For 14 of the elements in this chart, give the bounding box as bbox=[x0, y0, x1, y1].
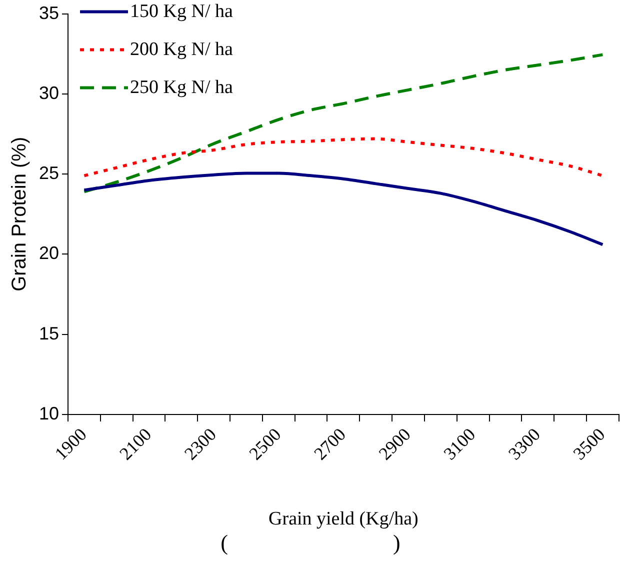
y-axis-title: Grain Protein (%) bbox=[8, 136, 31, 292]
x-axis-title: Grain yield (Kg/ha) bbox=[268, 508, 418, 530]
y-tick-label: 30 bbox=[38, 82, 60, 103]
line-series bbox=[82, 137, 604, 178]
legend-label: 250 Kg N/ ha bbox=[130, 76, 234, 98]
y-tick-label: 35 bbox=[38, 2, 60, 23]
y-tick-label: 10 bbox=[38, 403, 60, 424]
y-tick-label: 20 bbox=[38, 243, 60, 264]
y-tick-label: 25 bbox=[38, 163, 60, 184]
y-tick-label: 15 bbox=[38, 323, 60, 344]
line-series bbox=[82, 172, 604, 246]
legend-label: 200 Kg N/ ha bbox=[130, 38, 234, 60]
text: ( ) bbox=[220, 530, 402, 556]
legend-label: 150 Kg N/ ha bbox=[130, 0, 234, 22]
